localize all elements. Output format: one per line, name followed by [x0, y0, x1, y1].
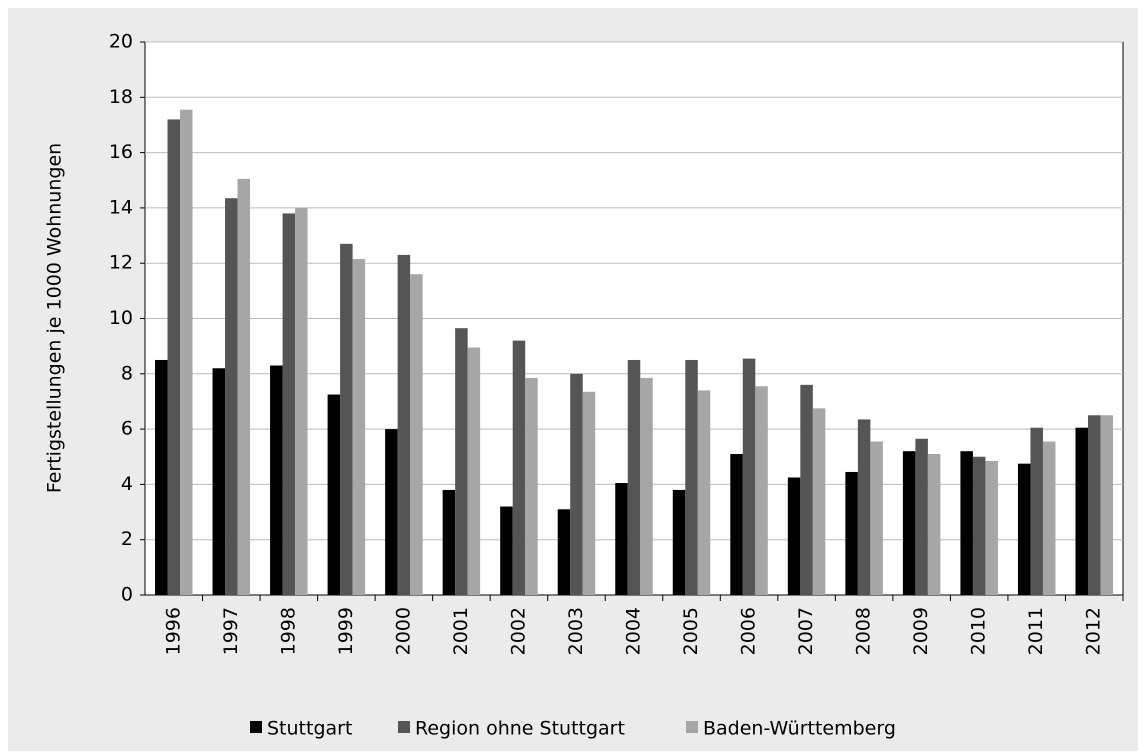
y-tick-label: 4 [121, 473, 133, 495]
y-tick-label: 14 [109, 196, 133, 218]
bar [570, 373, 583, 595]
bar [237, 178, 251, 595]
y-tick-label: 20 [109, 31, 133, 53]
bar [1100, 415, 1113, 595]
legend-swatch [250, 721, 262, 733]
x-tick-label: 2000 [392, 607, 414, 655]
x-tick-label: 1999 [335, 607, 357, 655]
bar [1042, 441, 1056, 595]
legend-swatch [686, 721, 698, 733]
x-tick-label: 1998 [277, 607, 299, 655]
bar [985, 460, 998, 595]
bar [295, 207, 308, 595]
legend-label: Region ohne Stuttgart [415, 718, 625, 740]
y-tick-label: 12 [109, 252, 133, 274]
y-tick-label: 16 [109, 141, 133, 163]
y-tick-label: 0 [121, 584, 133, 606]
y-axis-label: Fertigstellungen je 1000 Wohnungen [44, 143, 66, 493]
legend-label: Baden-Württemberg [703, 718, 896, 740]
x-tick-label: 2009 [910, 607, 932, 655]
bar [155, 359, 168, 595]
bar [467, 347, 481, 595]
bar [500, 506, 513, 595]
x-tick-label: 2007 [795, 607, 817, 655]
x-tick-label: 2008 [853, 607, 875, 655]
x-tick-label: 2003 [565, 607, 587, 655]
bar [397, 254, 411, 595]
bar [742, 358, 756, 595]
x-tick-label: 2005 [680, 607, 702, 655]
bar [327, 394, 341, 595]
bar [455, 328, 468, 595]
bar [512, 340, 526, 595]
bar [615, 483, 628, 595]
bar [442, 489, 456, 595]
bar [270, 365, 283, 595]
x-tick-label: 2010 [968, 607, 990, 655]
bar [225, 198, 238, 595]
bar [870, 441, 883, 595]
bar [685, 359, 698, 595]
x-tick-label: 1996 [162, 607, 184, 655]
bar [1017, 463, 1031, 595]
bar [845, 471, 858, 595]
bar [627, 359, 641, 595]
bar [697, 390, 711, 595]
x-tick-label: 2002 [507, 607, 529, 655]
bar [755, 386, 768, 595]
bar [557, 509, 571, 595]
bar [282, 213, 296, 595]
y-tick-label: 18 [109, 86, 133, 108]
bar [352, 259, 366, 595]
y-tick-label: 2 [121, 528, 133, 550]
y-tick-label: 6 [121, 418, 133, 440]
legend-swatch [398, 721, 410, 733]
bar [812, 408, 826, 595]
bar [640, 377, 653, 595]
x-tick-label: 2001 [450, 607, 472, 655]
bar [927, 453, 941, 595]
bar [1030, 427, 1043, 595]
bar [1087, 415, 1101, 595]
bar [857, 419, 871, 595]
bar [525, 377, 538, 595]
x-tick-label: 2012 [1083, 607, 1105, 655]
bar [972, 456, 986, 595]
x-tick-label: 2011 [1025, 607, 1047, 655]
bar [800, 384, 813, 595]
bar [340, 243, 353, 595]
bar [1075, 427, 1088, 595]
bar [730, 453, 743, 595]
bar [385, 429, 398, 595]
y-tick-label: 10 [109, 307, 133, 329]
bar [787, 477, 801, 595]
bar [582, 391, 596, 595]
bar [410, 274, 423, 595]
bar [672, 489, 686, 595]
x-tick-label: 1997 [220, 607, 242, 655]
bar [902, 451, 916, 595]
bar [212, 368, 226, 595]
x-tick-label: 2006 [738, 607, 760, 655]
bar [915, 438, 928, 595]
bar [167, 119, 181, 596]
legend-label: Stuttgart [267, 718, 352, 740]
bar [180, 109, 193, 596]
x-tick-label: 2004 [623, 607, 645, 655]
bar [960, 451, 973, 595]
y-tick-label: 8 [121, 362, 133, 384]
